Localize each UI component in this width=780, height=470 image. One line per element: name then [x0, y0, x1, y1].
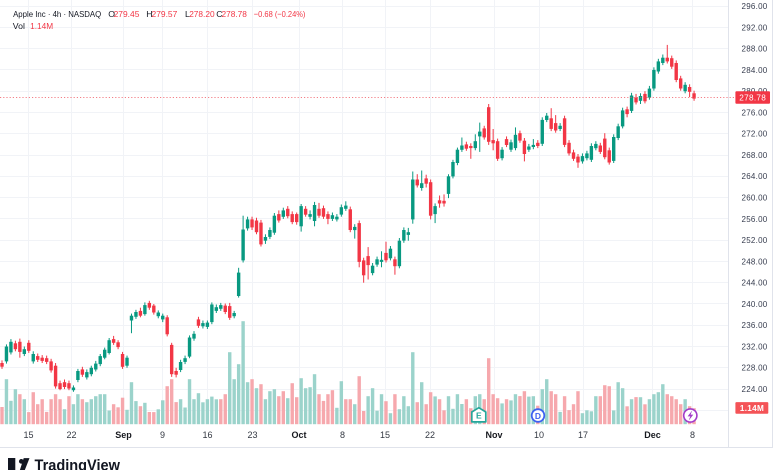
svg-text:228.00: 228.00 — [742, 364, 768, 373]
svg-text:8: 8 — [690, 430, 695, 440]
svg-text:O: O — [108, 9, 115, 19]
svg-text:C: C — [216, 9, 222, 19]
svg-text:276.00: 276.00 — [742, 108, 768, 117]
svg-text:Apple Inc · 4h · NASDAQ: Apple Inc · 4h · NASDAQ — [13, 9, 101, 19]
svg-text:Oct: Oct — [291, 430, 306, 440]
svg-text:17: 17 — [578, 430, 588, 440]
svg-text:248.00: 248.00 — [742, 257, 768, 266]
svg-text:15: 15 — [23, 430, 33, 440]
svg-text:Nov: Nov — [485, 430, 502, 440]
svg-text:296.00: 296.00 — [742, 2, 768, 11]
svg-text:22: 22 — [425, 430, 435, 440]
svg-text:284.00: 284.00 — [742, 66, 768, 75]
svg-text:278.20: 278.20 — [189, 9, 215, 19]
svg-text:16: 16 — [202, 430, 212, 440]
svg-text:224.00: 224.00 — [742, 385, 768, 394]
svg-text:278.78: 278.78 — [222, 9, 248, 19]
svg-text:Sep: Sep — [115, 430, 132, 440]
svg-text:D: D — [535, 411, 541, 421]
svg-text:8: 8 — [340, 430, 345, 440]
svg-text:E: E — [476, 411, 482, 421]
svg-text:252.00: 252.00 — [742, 236, 768, 245]
svg-text:10: 10 — [534, 430, 544, 440]
svg-text:264.00: 264.00 — [742, 172, 768, 181]
svg-text:272.00: 272.00 — [742, 130, 768, 139]
svg-text:236.00: 236.00 — [742, 321, 768, 330]
svg-text:Vol: Vol — [13, 21, 25, 31]
svg-text:−0.68 (−0.24%): −0.68 (−0.24%) — [254, 9, 306, 19]
svg-text:292.00: 292.00 — [742, 23, 768, 32]
svg-text:H: H — [146, 9, 152, 19]
svg-text:Dec: Dec — [644, 430, 661, 440]
svg-text:288.00: 288.00 — [742, 45, 768, 54]
svg-text:L: L — [185, 9, 190, 19]
svg-text:240.00: 240.00 — [742, 300, 768, 309]
svg-text:268.00: 268.00 — [742, 151, 768, 160]
svg-text:1.14M: 1.14M — [30, 21, 53, 31]
svg-text:244.00: 244.00 — [742, 279, 768, 288]
svg-text:278.78: 278.78 — [739, 93, 766, 102]
svg-text:TradingView: TradingView — [35, 457, 121, 470]
svg-text:279.45: 279.45 — [114, 9, 140, 19]
svg-text:9: 9 — [160, 430, 165, 440]
svg-text:15: 15 — [380, 430, 390, 440]
svg-text:279.57: 279.57 — [152, 9, 178, 19]
svg-text:22: 22 — [66, 430, 76, 440]
svg-text:23: 23 — [247, 430, 257, 440]
svg-text:256.00: 256.00 — [742, 215, 768, 224]
svg-text:1.14M: 1.14M — [740, 404, 764, 413]
svg-text:232.00: 232.00 — [742, 342, 768, 351]
svg-text:260.00: 260.00 — [742, 194, 768, 203]
